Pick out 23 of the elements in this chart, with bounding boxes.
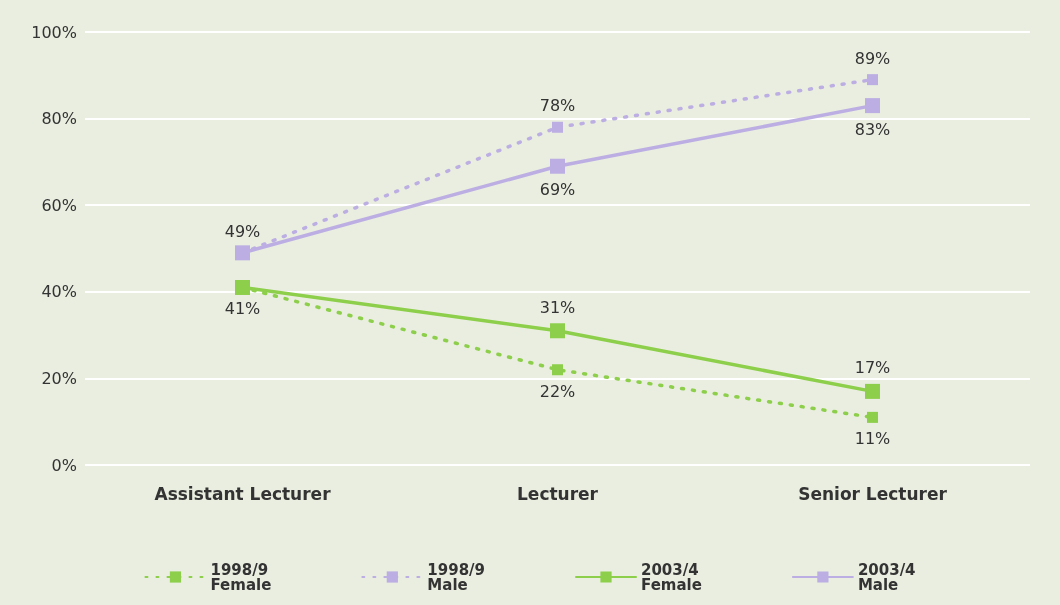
legend-label: 1998/9 Female bbox=[210, 560, 272, 594]
y-tick-label: 40% bbox=[41, 282, 77, 302]
data-label: 69% bbox=[539, 180, 576, 200]
legend-label: 2003/4 Male bbox=[857, 560, 916, 594]
y-tick-label: 100% bbox=[31, 22, 77, 42]
data-label: 89% bbox=[854, 48, 891, 68]
x-tick-label: Senior Lecturer bbox=[798, 483, 948, 504]
data-label: 83% bbox=[854, 119, 891, 139]
y-tick-label: 0% bbox=[51, 455, 77, 475]
data-label: 11% bbox=[854, 429, 891, 449]
x-tick-label: Assistant Lecturer bbox=[154, 483, 332, 504]
data-label: 31% bbox=[539, 297, 576, 317]
y-tick-label: 60% bbox=[41, 195, 77, 215]
data-label: 41% bbox=[224, 299, 261, 319]
data-label: 49% bbox=[224, 221, 261, 241]
data-label: 17% bbox=[854, 358, 891, 378]
legend-label: 2003/4 Female bbox=[641, 560, 702, 594]
legend-label: 1998/9 Male bbox=[427, 560, 486, 594]
y-tick-label: 80% bbox=[41, 109, 77, 129]
data-label: 78% bbox=[539, 96, 576, 116]
x-tick-label: Lecturer bbox=[517, 483, 599, 504]
y-tick-label: 20% bbox=[41, 368, 77, 388]
data-label: 22% bbox=[539, 381, 576, 401]
